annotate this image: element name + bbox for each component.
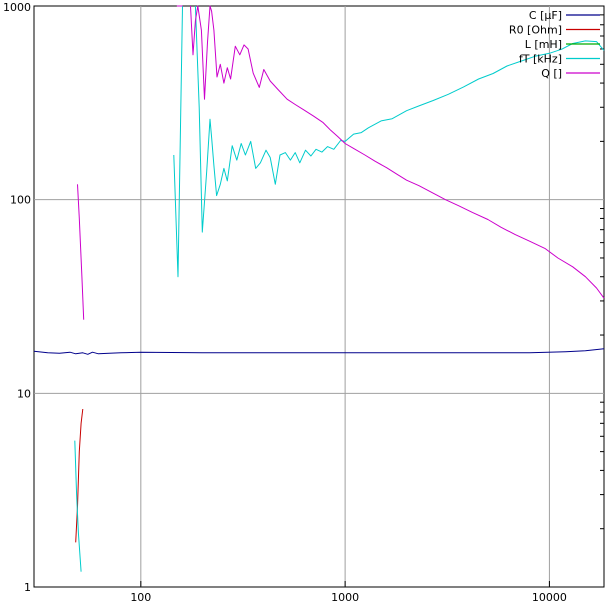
- series-lines: [33, 5, 605, 572]
- x-tick-label: 10000: [532, 591, 567, 604]
- series-line-4: [77, 184, 85, 320]
- axis-ticks: 100 1000 10000 1 10 100 1000: [3, 1, 604, 604]
- legend-label: L [mH]: [525, 38, 562, 51]
- x-tick-label: 1000: [331, 591, 359, 604]
- y-tick-label: 10: [17, 387, 31, 400]
- series-line-1: [75, 408, 84, 543]
- series-line-3: [173, 5, 183, 278]
- y-tick-label: 1000: [3, 1, 31, 14]
- series-line-3: [194, 5, 605, 233]
- y-tick-label: 100: [10, 194, 31, 207]
- legend-label: C [µF]: [529, 9, 562, 22]
- series-line-3: [74, 440, 82, 572]
- series-line-0: [33, 348, 605, 355]
- grid-lines: [34, 6, 604, 587]
- x-tick-label: 100: [130, 591, 151, 604]
- series-line-4: [190, 5, 605, 299]
- legend-label: Q []: [541, 67, 562, 80]
- y-tick-label: 1: [24, 581, 31, 594]
- legend-label: R0 [Ohm]: [509, 24, 562, 37]
- legend-label: fT [kHz]: [519, 53, 562, 66]
- plot-area: [33, 5, 605, 588]
- legend: C [µF] R0 [Ohm]L [mH] fT [kHz]Q []: [509, 9, 600, 80]
